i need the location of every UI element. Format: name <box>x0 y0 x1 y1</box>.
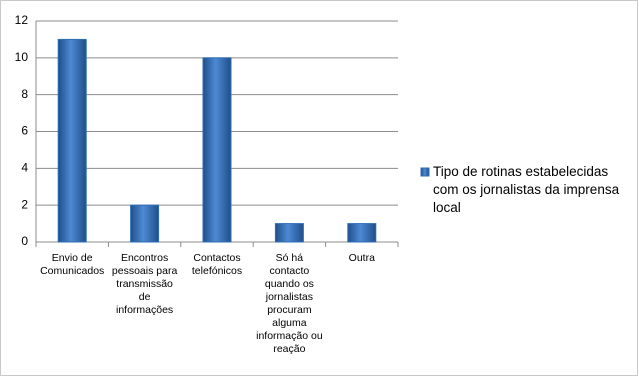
x-tick-label: Envio de Comunicados <box>40 252 104 277</box>
x-tick-label: Encontros pessoais para transmissão de infor… <box>112 252 178 316</box>
x-tick-label: Outra <box>349 252 375 264</box>
legend-label: Tipo de rotinas estabelecidas com os jorn… <box>433 164 620 215</box>
legend-swatch <box>420 167 430 177</box>
y-tick-label: 2 <box>21 197 28 211</box>
bar <box>57 38 87 243</box>
bar <box>202 57 232 243</box>
y-tick-label: 4 <box>21 161 28 175</box>
x-tick-label: Contactos telefónicos <box>192 252 242 277</box>
bar <box>274 223 304 243</box>
y-tick-label: 8 <box>21 87 28 101</box>
y-tick-label: 6 <box>21 124 28 138</box>
y-tick-label: 12 <box>15 13 29 27</box>
y-tick-label: 10 <box>15 50 29 64</box>
x-tick-label: Só há contacto quando os jornalistas procura… <box>256 252 323 355</box>
bar <box>347 223 377 243</box>
y-tick-label: 0 <box>21 234 28 248</box>
bar <box>130 204 160 243</box>
